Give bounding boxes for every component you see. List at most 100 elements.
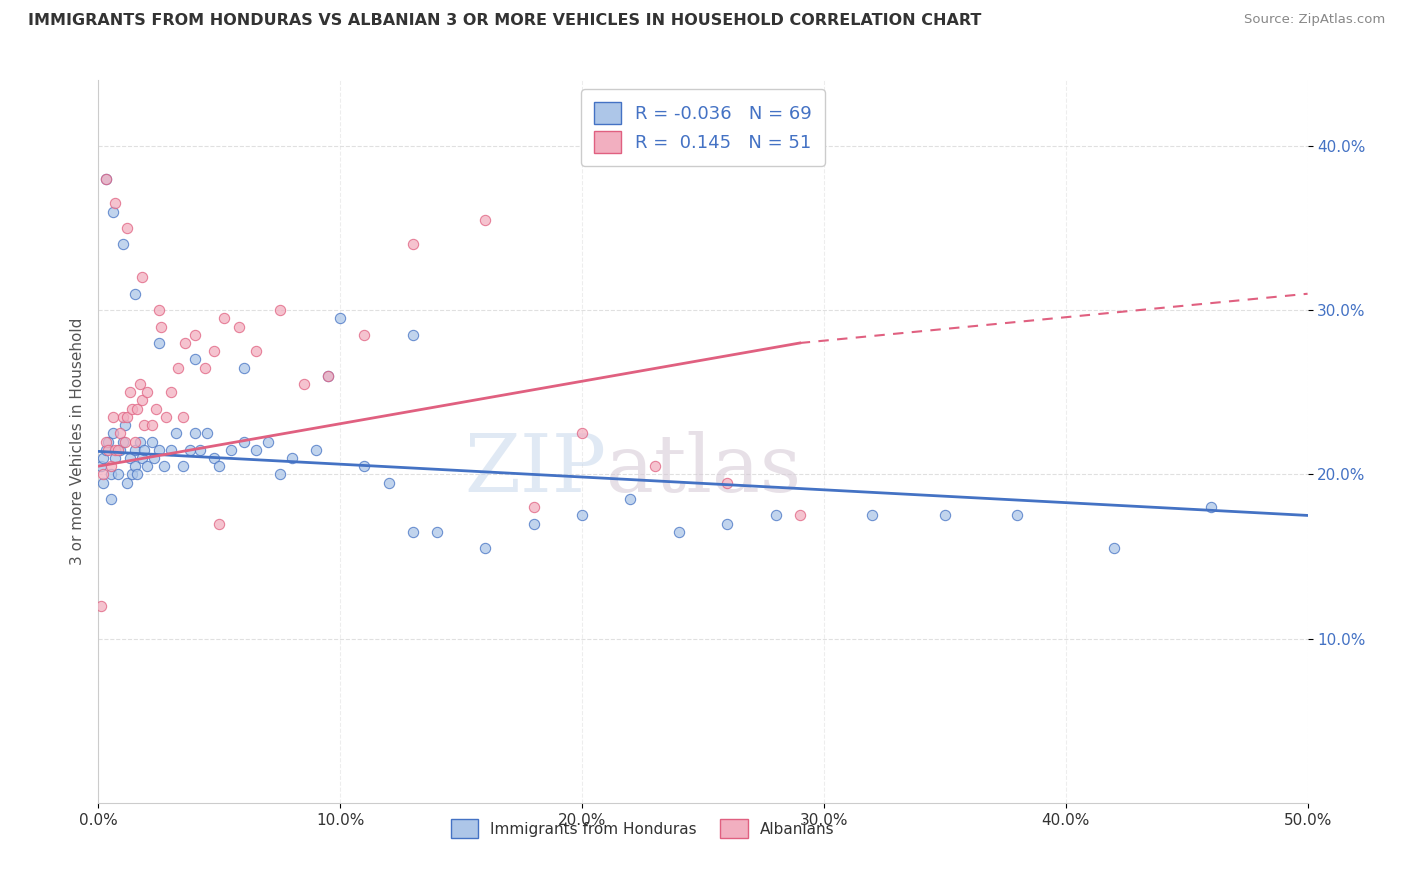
Point: [114, 418, 136, 433]
Text: ZIP: ZIP: [464, 432, 606, 509]
Point: [245, 344, 267, 359]
Point: [172, 409, 194, 424]
Text: IMMIGRANTS FROM HONDURAS VS ALBANIAN 3 OR MORE VEHICLES IN HOUSEHOLD CORRELATION: IMMIGRANTS FROM HONDURAS VS ALBANIAN 3 O…: [28, 13, 981, 29]
Y-axis label: 3 or more Vehicles in Household: 3 or more Vehicles in Household: [69, 318, 84, 566]
Point: [174, 336, 197, 351]
Point: [1199, 500, 1222, 515]
Point: [94, 442, 117, 457]
Point: [353, 459, 375, 474]
Point: [172, 459, 194, 474]
Point: [208, 459, 231, 474]
Point: [523, 500, 546, 515]
Point: [292, 377, 315, 392]
Point: [134, 442, 156, 457]
Point: [402, 327, 425, 342]
Point: [124, 442, 146, 457]
Point: [208, 516, 231, 531]
Point: [256, 434, 278, 449]
Point: [117, 409, 139, 424]
Point: [131, 270, 153, 285]
Point: [117, 221, 139, 235]
Point: [91, 475, 114, 490]
Point: [1102, 541, 1125, 556]
Point: [124, 286, 146, 301]
Point: [281, 450, 304, 465]
Point: [644, 459, 666, 474]
Point: [571, 508, 593, 523]
Point: [91, 450, 114, 465]
Point: [127, 467, 149, 482]
Point: [204, 450, 226, 465]
Point: [141, 418, 163, 433]
Point: [1007, 508, 1029, 523]
Point: [118, 450, 141, 465]
Point: [114, 434, 136, 449]
Point: [97, 442, 120, 457]
Point: [716, 516, 738, 531]
Point: [104, 450, 127, 465]
Point: [668, 524, 690, 539]
Point: [353, 327, 375, 342]
Point: [194, 360, 217, 375]
Point: [121, 467, 143, 482]
Point: [101, 204, 124, 219]
Point: [179, 442, 201, 457]
Point: [150, 319, 173, 334]
Point: [167, 360, 190, 375]
Point: [860, 508, 883, 523]
Point: [108, 426, 131, 441]
Point: [402, 524, 425, 539]
Point: [474, 212, 496, 227]
Point: [141, 434, 163, 449]
Point: [269, 467, 291, 482]
Point: [474, 541, 496, 556]
Point: [107, 467, 129, 482]
Legend: Immigrants from Honduras, Albanians: Immigrants from Honduras, Albanians: [443, 812, 842, 846]
Point: [245, 442, 267, 457]
Point: [121, 401, 143, 416]
Point: [108, 442, 131, 457]
Point: [124, 434, 146, 449]
Point: [426, 524, 449, 539]
Point: [377, 475, 399, 490]
Point: [934, 508, 956, 523]
Point: [117, 475, 139, 490]
Point: [155, 409, 177, 424]
Point: [135, 385, 157, 400]
Point: [97, 434, 120, 449]
Point: [228, 319, 250, 334]
Point: [94, 171, 117, 186]
Point: [135, 459, 157, 474]
Text: atlas: atlas: [606, 432, 801, 509]
Point: [305, 442, 328, 457]
Point: [94, 171, 117, 186]
Point: [152, 459, 174, 474]
Point: [94, 434, 117, 449]
Point: [160, 385, 183, 400]
Point: [104, 442, 127, 457]
Point: [221, 442, 243, 457]
Point: [204, 344, 226, 359]
Point: [148, 442, 170, 457]
Point: [232, 434, 254, 449]
Point: [716, 475, 738, 490]
Point: [269, 303, 291, 318]
Point: [402, 237, 425, 252]
Point: [131, 393, 153, 408]
Point: [111, 409, 134, 424]
Point: [104, 196, 127, 211]
Point: [148, 303, 170, 318]
Point: [101, 409, 124, 424]
Point: [195, 426, 218, 441]
Point: [523, 516, 546, 531]
Point: [184, 352, 207, 367]
Point: [124, 459, 146, 474]
Point: [188, 442, 211, 457]
Point: [316, 368, 339, 383]
Point: [160, 442, 183, 457]
Point: [789, 508, 811, 523]
Point: [143, 450, 166, 465]
Point: [127, 401, 149, 416]
Point: [90, 599, 112, 613]
Point: [316, 368, 339, 383]
